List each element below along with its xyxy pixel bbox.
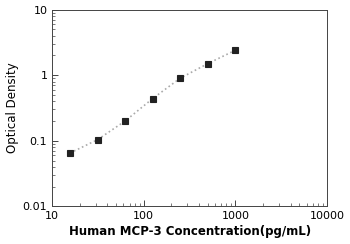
X-axis label: Human MCP-3 Concentration(pg/mL): Human MCP-3 Concentration(pg/mL) [69,225,311,238]
Y-axis label: Optical Density: Optical Density [6,63,19,153]
